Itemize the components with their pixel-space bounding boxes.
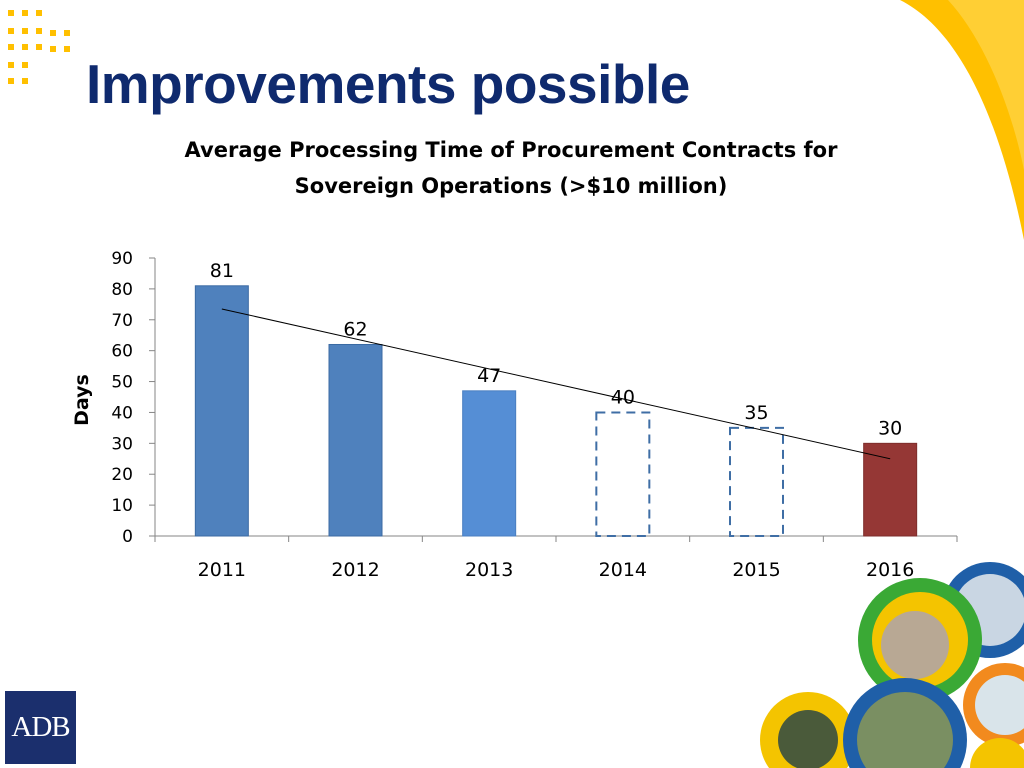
bar-2016: [863, 442, 918, 537]
y-tick-label: 60: [111, 342, 133, 362]
data-label-2011: 81: [210, 260, 234, 282]
data-label-2013: 47: [477, 365, 501, 387]
y-tick-label: 40: [111, 403, 133, 423]
y-tick-label: 70: [111, 311, 133, 331]
dot-pattern-decoration: [8, 10, 70, 84]
y-tick-label: 10: [111, 496, 133, 516]
y-tick-label: 90: [111, 249, 133, 269]
chart-title: Average Processing Time of Procurement C…: [160, 132, 862, 204]
x-tick-label-2011: 2011: [198, 559, 246, 581]
chart-title-line-1: Average Processing Time of Procurement C…: [184, 138, 838, 162]
bar-2013: [462, 390, 517, 537]
data-label-2016: 30: [878, 417, 902, 439]
y-tick-label: 50: [111, 373, 133, 393]
bar-2015: [729, 426, 784, 537]
bar-2014: [595, 411, 651, 538]
x-tick-label-2016: 2016: [866, 559, 914, 581]
y-tick-label: 30: [111, 434, 133, 454]
y-tick-label: 20: [111, 465, 133, 485]
x-tick-label-2015: 2015: [732, 559, 780, 581]
bar-2012: [328, 343, 383, 537]
x-tick-label-2012: 2012: [331, 559, 379, 581]
x-tick-label-2013: 2013: [465, 559, 513, 581]
trendline: [221, 308, 891, 460]
chart-title-line-2: Sovereign Operations (>$10 million): [294, 174, 728, 198]
adb-logo: ADB: [5, 691, 76, 764]
bar-2011: [194, 285, 249, 537]
x-tick-label-2014: 2014: [599, 559, 647, 581]
data-label-2015: 35: [744, 402, 768, 424]
y-tick-label: 80: [111, 280, 133, 300]
y-tick-label: 0: [122, 527, 133, 547]
data-label-2014: 40: [611, 386, 635, 408]
data-label-2012: 62: [343, 318, 367, 340]
slide-title: Improvements possible: [86, 53, 690, 115]
y-axis-label: Days: [71, 374, 93, 426]
